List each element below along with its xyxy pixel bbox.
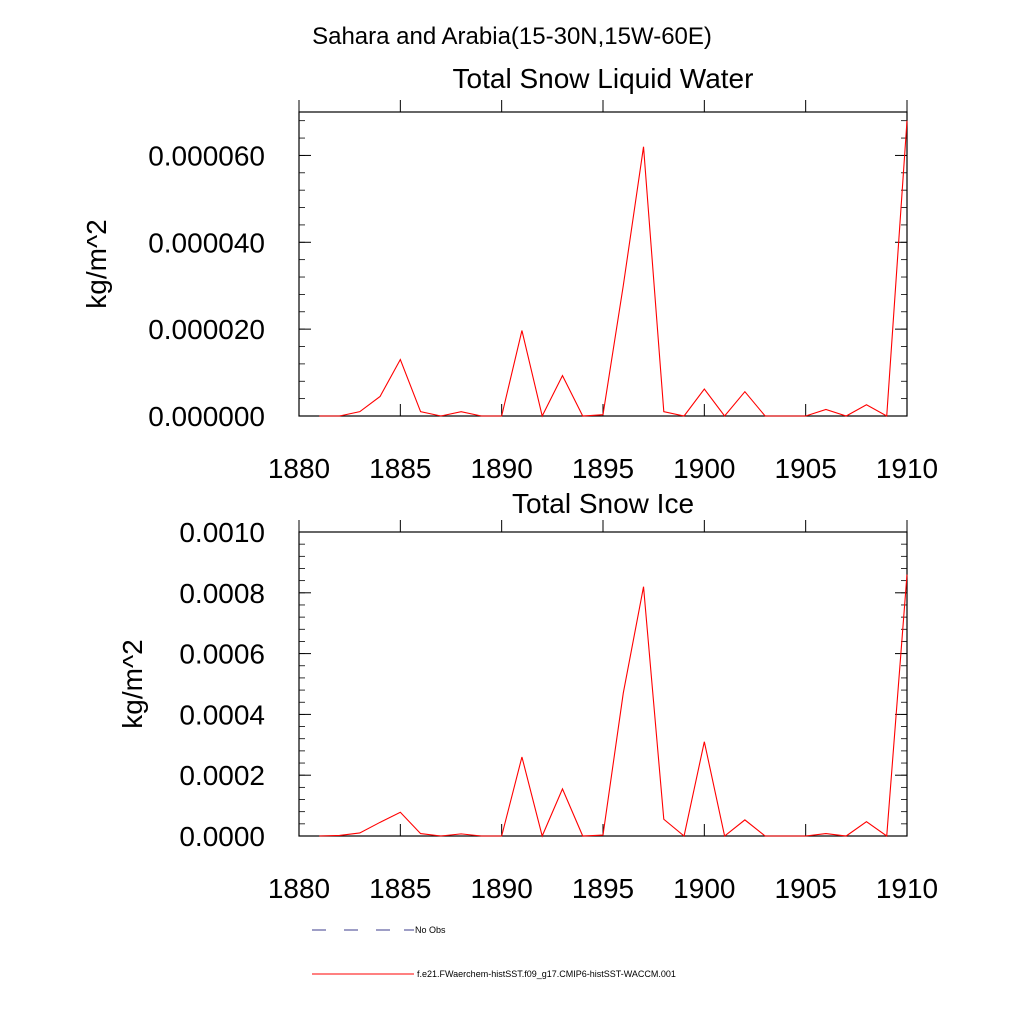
chart-panel-snow-liquid-water: Total Snow Liquid Water kg/m^2 1880 1885 1… xyxy=(81,63,938,484)
series-line xyxy=(319,120,908,418)
y-tick-label: 0.0010 xyxy=(179,517,265,548)
y-tick-label: 0.0004 xyxy=(179,699,265,730)
y-axis-label: kg/m^2 xyxy=(81,219,112,308)
y-axis-label: kg/m^2 xyxy=(117,639,148,728)
x-tick-label: 1905 xyxy=(775,873,837,904)
plot-frame xyxy=(298,531,908,837)
chart-legend: No Obs f.e21.FWaerchem-histSST.f09_g17.C… xyxy=(312,925,676,979)
x-tick-label: 1885 xyxy=(369,453,431,484)
legend-label-no-obs: No Obs xyxy=(415,925,446,935)
y-tick-label: 0.0000 xyxy=(179,821,265,852)
chart-panel-snow-ice: Total Snow Ice kg/m^2 1880 1885 1890 1895 19… xyxy=(117,488,938,904)
x-tick-label: 1900 xyxy=(673,873,735,904)
y-tick-label: 0.0002 xyxy=(179,760,265,791)
x-tick-label: 1890 xyxy=(471,873,533,904)
plot-frame xyxy=(298,111,908,417)
y-tick-label: 0.000000 xyxy=(148,401,265,432)
y-tick-label: 0.000020 xyxy=(148,314,265,345)
legend-label-model: f.e21.FWaerchem-histSST.f09_g17.CMIP6-hi… xyxy=(417,969,676,979)
figure-suptitle: Sahara and Arabia(15-30N,15W-60E) xyxy=(312,23,712,50)
chart-title: Total Snow Liquid Water xyxy=(453,63,754,94)
y-tick-label: 0.0008 xyxy=(179,578,265,609)
series-line xyxy=(319,574,908,838)
chart-title: Total Snow Ice xyxy=(512,488,694,519)
x-tick-label: 1910 xyxy=(876,453,938,484)
y-tick-label: 0.000040 xyxy=(148,227,265,258)
x-tick-label: 1900 xyxy=(673,453,735,484)
x-tick-label: 1895 xyxy=(572,453,634,484)
x-tick-label: 1905 xyxy=(775,453,837,484)
x-tick-label: 1880 xyxy=(268,873,330,904)
x-tick-label: 1895 xyxy=(572,873,634,904)
y-tick-label: 0.000060 xyxy=(148,140,265,171)
x-tick-label: 1890 xyxy=(471,453,533,484)
y-tick-label: 0.0006 xyxy=(179,639,265,670)
x-tick-label: 1910 xyxy=(876,873,938,904)
x-tick-label: 1880 xyxy=(268,453,330,484)
x-tick-label: 1885 xyxy=(369,873,431,904)
